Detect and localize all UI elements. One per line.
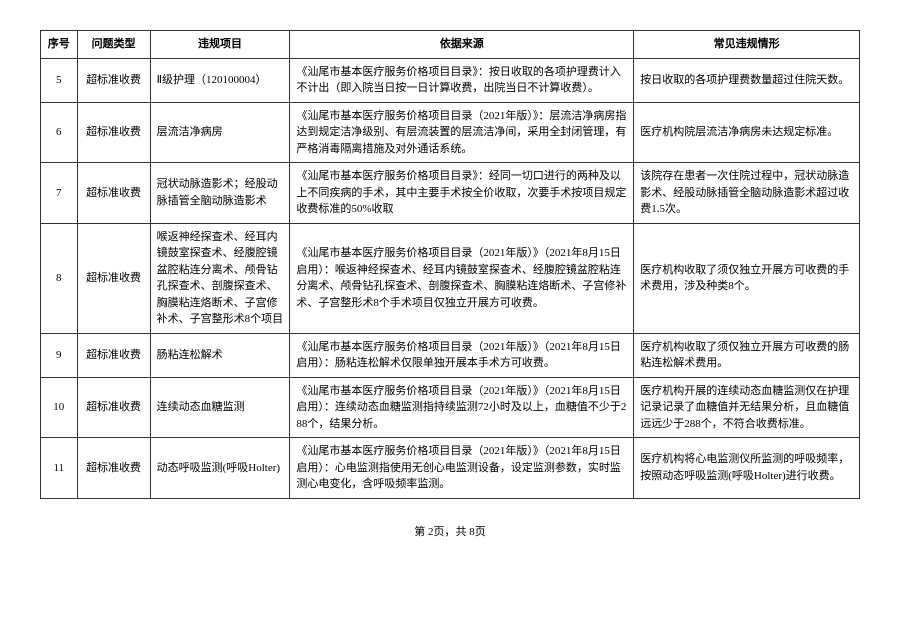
table-row: 11超标准收费动态呼吸监测(呼吸Holter)《汕尾市基本医疗服务价格项目目录（… — [41, 438, 860, 499]
cell-basis: 《汕尾市基本医疗服务价格项目目录（2021年版）》（2021年8月15日启用）：… — [290, 438, 634, 499]
header-item: 违规项目 — [150, 31, 290, 59]
cell-item: 冠状动脉造影术；经股动脉插管全脑动脉造影术 — [150, 163, 290, 224]
header-idx: 序号 — [41, 31, 78, 59]
cell-item: Ⅱ级护理（120100004） — [150, 58, 290, 102]
cell-item: 层流洁净病房 — [150, 102, 290, 163]
cell-basis: 《汕尾市基本医疗服务价格项目目录》：按日收取的各项护理费计入不计出（即入院当日按… — [290, 58, 634, 102]
cell-idx: 5 — [41, 58, 78, 102]
table-row: 8超标准收费喉返神经探查术、经耳内镜鼓室探查术、经腹腔镜盆腔粘连分离术、颅骨钻孔… — [41, 223, 860, 333]
cell-case: 医疗机构院层流洁净病房未达规定标准。 — [634, 102, 860, 163]
cell-case: 医疗机构收取了须仅独立开展方可收费的肠粘连松解术费用。 — [634, 333, 860, 377]
cell-type: 超标准收费 — [77, 377, 150, 438]
cell-idx: 6 — [41, 102, 78, 163]
cell-type: 超标准收费 — [77, 163, 150, 224]
cell-idx: 8 — [41, 223, 78, 333]
cell-item: 连续动态血糖监测 — [150, 377, 290, 438]
header-case: 常见违规情形 — [634, 31, 860, 59]
violations-table: 序号 问题类型 违规项目 依据来源 常见违规情形 5超标准收费Ⅱ级护理（1201… — [40, 30, 860, 499]
header-type: 问题类型 — [77, 31, 150, 59]
cell-case: 按日收取的各项护理费数量超过住院天数。 — [634, 58, 860, 102]
page-footer: 第 2页，共 8页 — [40, 523, 860, 539]
table-row: 10超标准收费连续动态血糖监测《汕尾市基本医疗服务价格项目目录（2021年版）》… — [41, 377, 860, 438]
cell-basis: 《汕尾市基本医疗服务价格项目目录（2021年版）》：层流洁净病房指达到规定洁净级… — [290, 102, 634, 163]
cell-case: 医疗机构收取了须仅独立开展方可收费的手术费用，涉及种类8个。 — [634, 223, 860, 333]
table-row: 9超标准收费肠粘连松解术《汕尾市基本医疗服务价格项目目录（2021年版）》（20… — [41, 333, 860, 377]
cell-type: 超标准收费 — [77, 58, 150, 102]
cell-case: 医疗机构将心电监测仪所监测的呼吸频率，按照动态呼吸监测(呼吸Holter)进行收… — [634, 438, 860, 499]
cell-case: 医疗机构开展的连续动态血糖监测仅在护理记录记录了血糖值并无结果分析，且血糖值远远… — [634, 377, 860, 438]
cell-idx: 11 — [41, 438, 78, 499]
cell-idx: 9 — [41, 333, 78, 377]
cell-basis: 《汕尾市基本医疗服务价格项目目录》：经同一切口进行的两种及以上不同疾病的手术，其… — [290, 163, 634, 224]
cell-item: 动态呼吸监测(呼吸Holter) — [150, 438, 290, 499]
cell-type: 超标准收费 — [77, 102, 150, 163]
cell-item: 肠粘连松解术 — [150, 333, 290, 377]
header-basis: 依据来源 — [290, 31, 634, 59]
cell-basis: 《汕尾市基本医疗服务价格项目目录（2021年版）》（2021年8月15日启用）：… — [290, 223, 634, 333]
cell-basis: 《汕尾市基本医疗服务价格项目目录（2021年版）》（2021年8月15日启用）：… — [290, 377, 634, 438]
cell-idx: 7 — [41, 163, 78, 224]
table-header-row: 序号 问题类型 违规项目 依据来源 常见违规情形 — [41, 31, 860, 59]
cell-idx: 10 — [41, 377, 78, 438]
cell-type: 超标准收费 — [77, 223, 150, 333]
cell-type: 超标准收费 — [77, 438, 150, 499]
table-row: 6超标准收费层流洁净病房《汕尾市基本医疗服务价格项目目录（2021年版）》：层流… — [41, 102, 860, 163]
table-row: 7超标准收费冠状动脉造影术；经股动脉插管全脑动脉造影术《汕尾市基本医疗服务价格项… — [41, 163, 860, 224]
table-row: 5超标准收费Ⅱ级护理（120100004）《汕尾市基本医疗服务价格项目目录》：按… — [41, 58, 860, 102]
cell-type: 超标准收费 — [77, 333, 150, 377]
cell-basis: 《汕尾市基本医疗服务价格项目目录（2021年版）》（2021年8月15日启用）：… — [290, 333, 634, 377]
cell-case: 该院存在患者一次住院过程中，冠状动脉造影术、经股动脉插管全脑动脉造影术超过收费1… — [634, 163, 860, 224]
cell-item: 喉返神经探查术、经耳内镜鼓室探查术、经腹腔镜盆腔粘连分离术、颅骨钻孔探查术、剖腹… — [150, 223, 290, 333]
